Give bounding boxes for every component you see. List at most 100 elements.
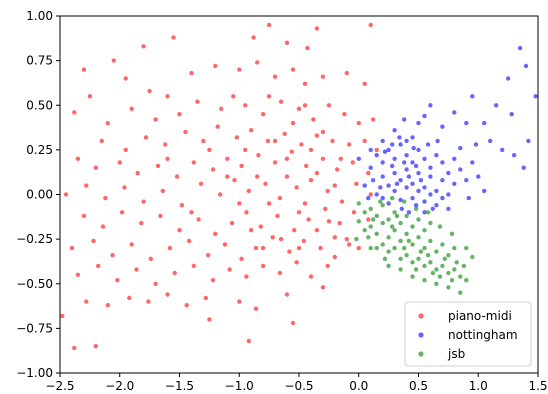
point-jsb-57 bbox=[378, 199, 383, 204]
point-nottingham-3 bbox=[523, 63, 529, 69]
point-piano-midi-67 bbox=[239, 163, 244, 169]
point-piano-midi-79 bbox=[122, 185, 127, 190]
point-piano-midi-93 bbox=[354, 181, 359, 186]
point-jsb-65 bbox=[394, 213, 400, 219]
point-piano-midi-103 bbox=[229, 220, 235, 226]
point-nottingham-76 bbox=[406, 210, 412, 215]
point-jsb-62 bbox=[437, 224, 443, 229]
point-piano-midi-150 bbox=[184, 303, 189, 308]
point-jsb-16 bbox=[380, 220, 385, 226]
point-piano-midi-92 bbox=[339, 199, 345, 204]
point-jsb-4 bbox=[380, 203, 385, 208]
point-piano-midi-25 bbox=[105, 120, 111, 126]
x-tick-label: 1.0 bbox=[469, 379, 488, 393]
y-tick-label: 0.50 bbox=[26, 98, 53, 112]
point-piano-midi-71 bbox=[304, 163, 309, 169]
point-piano-midi-75 bbox=[366, 170, 371, 176]
x-tick-label: −2.0 bbox=[105, 379, 134, 393]
point-piano-midi-13 bbox=[189, 70, 194, 76]
point-nottingham-17 bbox=[416, 120, 421, 126]
point-piano-midi-101 bbox=[196, 217, 201, 222]
point-piano-midi-12 bbox=[165, 94, 170, 99]
point-piano-midi-188 bbox=[189, 210, 194, 215]
point-piano-midi-50 bbox=[265, 138, 271, 144]
point-piano-midi-9 bbox=[111, 58, 117, 63]
point-piano-midi-102 bbox=[213, 231, 218, 236]
point-piano-midi-17 bbox=[272, 74, 278, 79]
point-piano-midi-66 bbox=[225, 156, 230, 161]
point-piano-midi-57 bbox=[374, 147, 379, 153]
point-piano-midi-116 bbox=[129, 242, 134, 247]
legend-marker-nottingham bbox=[418, 332, 424, 338]
point-piano-midi-164 bbox=[284, 174, 290, 179]
point-jsb-29 bbox=[374, 245, 379, 251]
point-piano-midi-54 bbox=[330, 138, 335, 144]
point-piano-midi-61 bbox=[135, 170, 140, 176]
point-piano-midi-37 bbox=[326, 103, 332, 108]
point-piano-midi-110 bbox=[337, 220, 342, 226]
point-jsb-44 bbox=[386, 263, 391, 269]
point-piano-midi-136 bbox=[191, 263, 196, 269]
point-piano-midi-165 bbox=[302, 201, 308, 206]
point-nottingham-64 bbox=[422, 199, 427, 204]
point-nottingham-75 bbox=[399, 206, 404, 211]
point-nottingham-66 bbox=[434, 203, 439, 208]
point-piano-midi-48 bbox=[234, 135, 240, 140]
x-tick-label: −1.0 bbox=[225, 379, 254, 393]
point-jsb-12 bbox=[428, 220, 433, 226]
point-piano-midi-20 bbox=[320, 74, 326, 79]
point-nottingham-2 bbox=[505, 76, 511, 81]
point-piano-midi-125 bbox=[287, 249, 292, 254]
point-nottingham-38 bbox=[452, 156, 457, 161]
point-piano-midi-115 bbox=[110, 253, 115, 258]
point-piano-midi-77 bbox=[84, 183, 89, 188]
point-piano-midi-183 bbox=[320, 129, 326, 135]
y-tick-label: 1.00 bbox=[26, 9, 53, 23]
point-jsb-26 bbox=[440, 242, 445, 247]
point-jsb-39 bbox=[434, 267, 439, 272]
point-piano-midi-166 bbox=[314, 170, 320, 176]
y-tick-label: −1.00 bbox=[16, 366, 53, 380]
point-jsb-69 bbox=[442, 256, 447, 261]
point-jsb-58 bbox=[390, 195, 395, 201]
point-piano-midi-107 bbox=[292, 228, 297, 233]
point-piano-midi-27 bbox=[153, 117, 158, 122]
point-piano-midi-58 bbox=[75, 156, 81, 161]
point-piano-midi-28 bbox=[177, 112, 182, 117]
point-piano-midi-124 bbox=[270, 235, 275, 240]
point-nottingham-34 bbox=[428, 165, 433, 170]
x-tick-label: 0.5 bbox=[409, 379, 428, 393]
point-piano-midi-55 bbox=[347, 142, 352, 147]
point-nottingham-16 bbox=[440, 124, 445, 129]
point-jsb-53 bbox=[470, 254, 475, 260]
point-jsb-41 bbox=[446, 270, 451, 276]
point-piano-midi-30 bbox=[219, 106, 224, 112]
point-nottingham-51 bbox=[428, 174, 433, 179]
point-nottingham-85 bbox=[425, 142, 431, 147]
point-piano-midi-179 bbox=[260, 245, 266, 251]
point-jsb-34 bbox=[404, 253, 409, 258]
point-nottingham-59 bbox=[392, 188, 397, 194]
point-nottingham-58 bbox=[386, 201, 391, 206]
point-jsb-48 bbox=[434, 281, 439, 286]
point-piano-midi-78 bbox=[103, 195, 108, 201]
point-jsb-35 bbox=[410, 260, 415, 265]
point-piano-midi-121 bbox=[222, 242, 228, 247]
y-axis: −1.00 −0.75 −0.50 −0.25 0.00 0.25 0.50 0.75 1.00 bbox=[16, 9, 60, 380]
point-nottingham-90 bbox=[458, 145, 463, 151]
point-jsb-72 bbox=[366, 235, 371, 240]
points-layer bbox=[60, 22, 538, 351]
point-jsb-20 bbox=[404, 231, 409, 236]
point-jsb-18 bbox=[392, 228, 397, 233]
point-nottingham-20 bbox=[380, 138, 385, 144]
point-piano-midi-19 bbox=[302, 81, 308, 87]
point-nottingham-15 bbox=[428, 103, 433, 108]
point-piano-midi-137 bbox=[210, 278, 216, 283]
point-piano-midi-123 bbox=[253, 245, 259, 251]
point-jsb-31 bbox=[386, 249, 391, 254]
point-jsb-21 bbox=[410, 242, 415, 247]
point-piano-midi-7 bbox=[171, 35, 176, 40]
point-piano-midi-122 bbox=[239, 256, 244, 261]
point-nottingham-9 bbox=[511, 153, 517, 158]
